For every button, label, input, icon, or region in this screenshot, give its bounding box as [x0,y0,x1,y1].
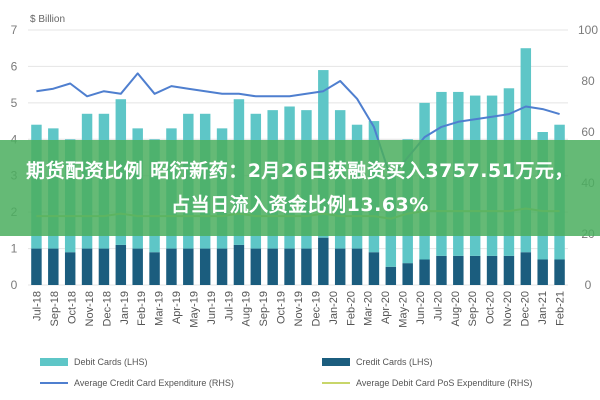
legend-label: Average Credit Card Expenditure (RHS) [74,378,234,388]
bar-credit-cards [554,259,565,285]
right-axis-tick-label: 100 [578,23,598,37]
right-axis-tick-label: 0 [585,278,592,292]
x-tick-label: Sep-20 [467,291,479,326]
x-tick-label: May-20 [398,291,410,328]
bar-credit-cards [183,248,194,285]
bar-credit-cards [64,252,76,285]
title-banner: 期货配资比例 昭衍新药：2月26日获融资买入3757.51万元，占当日流入资金比… [0,140,600,236]
banner-title: 期货配资比例 昭衍新药：2月26日获融资买入3757.51万元，占当日流入资金比… [26,160,574,216]
x-tick-label: Dec-19 [310,291,322,326]
x-tick-label: Nov-18 [84,291,96,326]
left-axis-tick-label: 4 [11,132,18,146]
bar-credit-cards [419,259,430,285]
bar-credit-cards [166,248,177,285]
bar-credit-cards [351,248,363,285]
x-tick-label: Jul-20 [432,291,444,321]
x-tick-label: Mar-20 [363,291,375,326]
x-tick-label: Feb-21 [554,291,566,326]
bar-credit-cards [436,255,447,285]
x-tick-label: Oct-18 [67,291,79,324]
x-tick-label: Jan-19 [119,291,131,325]
x-tick-label: Jan-21 [537,291,549,325]
bar-credit-cards [31,248,42,285]
x-tick-label: Dec-18 [101,291,113,326]
legend-swatch [40,358,68,366]
legend-label: Average Debit Card PoS Expenditure (RHS) [356,378,532,388]
legend-label: Credit Cards (LHS) [356,357,433,367]
legend-swatch [322,358,350,366]
x-tick-label: Nov-19 [293,291,305,326]
left-axis-tick-label: 5 [11,96,18,110]
bar-credit-cards [301,248,312,285]
bar-credit-cards [402,263,413,285]
x-tick-label: Sep-19 [258,291,270,326]
bar-credit-cards [318,237,329,285]
left-axis-tick-label: 1 [11,242,18,256]
x-tick-label: Aug-20 [450,291,462,326]
right-axis-tick-label: 80 [581,74,595,88]
axes: 01234567020406080100Jul-18Sep-18Oct-18No… [11,23,599,328]
bar-credit-cards [284,248,295,285]
bar-credit-cards [453,255,464,285]
bar-credit-cards [149,252,160,285]
bar-credit-cards [81,248,93,285]
legend-label: Debit Cards (LHS) [74,357,148,367]
x-tick-label: Apr-20 [380,291,392,324]
bar-credit-cards [216,248,228,285]
bar-credit-cards [537,259,548,285]
bar-credit-cards [48,248,59,285]
legend: Debit Cards (LHS) Credit Cards (LHS) Avera… [40,357,532,388]
bar-credit-cards [115,244,127,285]
bar-credit-cards [233,244,245,285]
bar-credit-cards [520,252,532,285]
x-tick-label: Feb-20 [345,291,357,326]
x-tick-label: Oct-19 [276,291,288,324]
bar-credit-cards [250,248,262,285]
x-tick-label: Mar-19 [154,291,166,326]
x-tick-label: Jun-19 [206,291,218,325]
bar-credit-cards [368,252,380,285]
x-tick-label: Feb-19 [136,291,148,326]
bar-credit-cards [334,248,346,285]
line-average-credit-card-expenditure [36,72,560,179]
bar-credit-cards [267,248,278,285]
x-tick-label: Sep-18 [49,291,61,326]
right-axis-tick-label: 60 [581,125,595,139]
bar-credit-cards [503,255,515,285]
x-tick-label: May-19 [188,291,200,328]
left-axis-tick-label: 0 [11,278,18,292]
bar-credit-cards [385,266,397,285]
x-tick-label: Oct-20 [485,291,497,324]
x-tick-label: Dec-20 [519,291,531,326]
left-axis-unit-label: $ Billion [30,14,65,25]
x-tick-label: Nov-20 [502,291,514,326]
bar-credit-cards [98,248,110,285]
bar-credit-cards [486,255,498,285]
x-tick-label: Apr-19 [171,291,183,324]
bar-credit-cards [132,248,143,285]
x-tick-label: Aug-19 [241,291,253,326]
x-tick-label: Jun-20 [415,291,427,325]
x-tick-label: Jan-20 [328,291,340,325]
left-axis-tick-label: 6 [11,59,18,73]
bar-credit-cards [469,255,481,285]
x-tick-label: Jul-19 [223,291,235,321]
left-axis-tick-label: 7 [11,23,18,37]
x-tick-label: Jul-18 [32,291,44,321]
bar-credit-cards [199,248,211,285]
